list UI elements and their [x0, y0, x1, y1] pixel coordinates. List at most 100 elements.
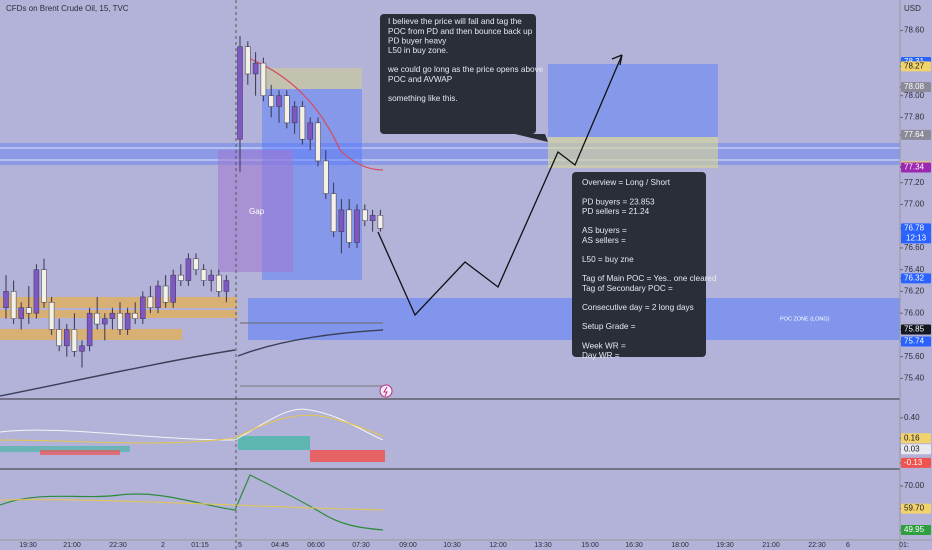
time-label: 10:30 — [443, 542, 461, 549]
candle-body — [56, 329, 62, 347]
price-label: 0.16 — [904, 433, 920, 442]
candle-body — [147, 296, 154, 308]
price-label: 0.40 — [904, 413, 920, 422]
candle-body — [291, 106, 298, 124]
price-badge — [901, 129, 931, 140]
time-label: 22:30 — [808, 542, 826, 549]
note-line: I believe the price will fall and tag th… — [388, 17, 522, 26]
candle-body — [155, 285, 161, 308]
candle-body — [26, 307, 32, 314]
price-badge — [901, 324, 931, 335]
price-label: 76.60 — [904, 243, 925, 252]
price-badge — [901, 444, 931, 455]
time-label: 06:00 — [307, 542, 325, 549]
candle-body — [245, 46, 251, 75]
histogram-up — [238, 436, 310, 450]
candle-body — [41, 269, 47, 303]
note-line: PD sellers = 21.24 — [582, 207, 650, 216]
note-tail — [515, 134, 548, 142]
candle-body — [323, 160, 329, 194]
price-label: 59.70 — [904, 504, 925, 513]
price-badge — [901, 433, 931, 444]
price-badge — [901, 61, 931, 72]
zone — [0, 297, 237, 308]
candle-body — [200, 269, 207, 281]
price-label: 78.27 — [904, 61, 925, 70]
note-line: POC and AVWAP — [388, 75, 453, 84]
time-label: 09:00 — [399, 542, 417, 549]
price-label: 77.34 — [904, 163, 925, 172]
time-label: 21:00 — [63, 542, 81, 549]
zone-label: POC ZONE (LONG) — [780, 316, 830, 322]
event-icon[interactable] — [379, 384, 393, 398]
note-line: AS buyers = — [582, 226, 627, 235]
candle-body — [299, 106, 306, 140]
candle-body — [338, 209, 345, 232]
candle-body — [362, 209, 368, 221]
candle-body — [3, 291, 9, 308]
price-label: 75.85 — [904, 325, 925, 334]
gap-box — [218, 150, 293, 272]
time-label: 18:00 — [671, 542, 689, 549]
price-label: 78.00 — [904, 91, 925, 100]
note-box — [380, 14, 536, 134]
note-line: Setup Grade = — [582, 322, 636, 331]
signal-line — [0, 414, 384, 444]
vwap-line — [0, 329, 384, 397]
price-label: 75.74 — [904, 337, 925, 346]
time-label: 22:30 — [109, 542, 127, 549]
candle-body — [33, 269, 40, 314]
price-badge — [901, 457, 931, 468]
candle-body — [315, 122, 321, 162]
time-label: 04:45 — [271, 542, 289, 549]
candle-body — [216, 274, 222, 292]
price-label: 78.60 — [904, 26, 925, 35]
candle-body — [94, 312, 100, 325]
candle-body — [71, 329, 78, 352]
price-badge — [901, 273, 931, 284]
candle-body — [117, 312, 123, 330]
candle-body — [102, 318, 108, 325]
candle-body — [284, 95, 290, 124]
price-label: 77.64 — [904, 130, 925, 139]
candle-body — [109, 312, 116, 319]
price-label: 77.00 — [904, 200, 925, 209]
checklist-note: Overview = Long / Short PD buyers = 23.85… — [572, 172, 717, 360]
note-line: we could go long as the price opens abov… — [387, 65, 544, 74]
candle-body — [307, 122, 313, 140]
note-line: PD buyers = 23.853 — [582, 197, 655, 206]
time-label: 07:30 — [352, 542, 370, 549]
level-band — [0, 143, 900, 165]
time-label: 01:15 — [191, 542, 209, 549]
time-label: 12:00 — [489, 542, 507, 549]
price-label: 77.80 — [904, 113, 925, 122]
ma-line — [247, 57, 384, 171]
candle-body — [252, 62, 259, 75]
note-box — [572, 172, 706, 357]
price-label: 76.78 — [904, 223, 925, 232]
candle-body — [185, 258, 192, 281]
note-line: Overview = Long / Short — [582, 178, 671, 187]
note-line: Day WR = — [582, 351, 620, 360]
note-line: Tag of Main POC = Yes.. one cleared — [582, 274, 717, 283]
rsi-ma-line — [0, 499, 384, 511]
candle-body — [79, 345, 85, 352]
note-line: Consecutive day = 2 long days — [582, 303, 694, 312]
histogram-up — [0, 446, 130, 452]
candle-body — [162, 285, 169, 303]
macd-line — [0, 408, 384, 441]
price-label: 75.40 — [904, 374, 925, 383]
candle-body — [208, 274, 214, 281]
countdown-badge — [901, 233, 931, 244]
candle-body — [48, 302, 55, 330]
price-label: 76.40 — [904, 265, 925, 274]
time-label: 5 — [238, 542, 242, 549]
candle-body — [124, 312, 131, 330]
projection-path — [377, 54, 623, 317]
time-label: 13:30 — [534, 542, 552, 549]
box — [262, 68, 362, 89]
price-label: 76.00 — [904, 308, 925, 317]
time-label: 16:30 — [625, 542, 643, 549]
price-label: 76.20 — [904, 287, 925, 296]
